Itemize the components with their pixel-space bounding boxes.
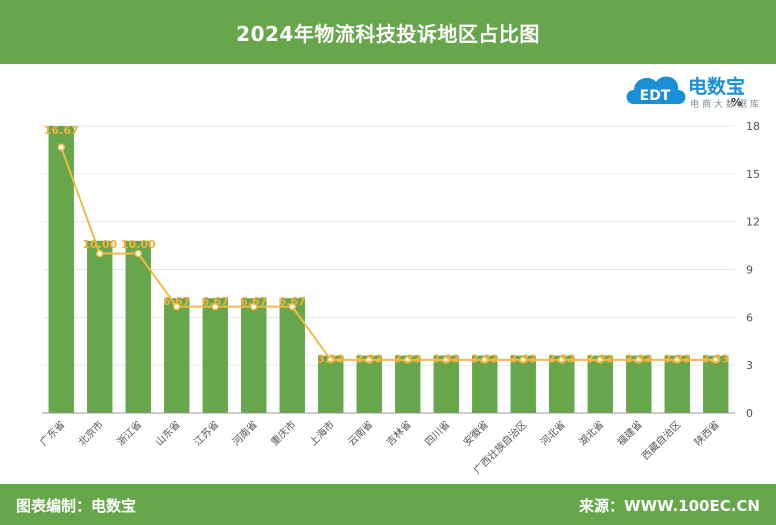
data-label: 3.33 bbox=[510, 353, 537, 366]
y-tick-label: 12 bbox=[746, 216, 760, 229]
x-tick-label: 重庆市 bbox=[268, 418, 298, 448]
data-label: 3.33 bbox=[317, 353, 344, 366]
x-tick-label: 江苏省 bbox=[191, 418, 221, 448]
bar bbox=[202, 298, 228, 413]
line-point bbox=[211, 302, 219, 311]
bar-layer bbox=[48, 126, 729, 413]
y-tick-label: 3 bbox=[746, 359, 753, 372]
data-label: 3.33 bbox=[702, 353, 729, 366]
x-tick-label: 云南省 bbox=[345, 418, 375, 448]
logo-subtitle: 电商大数据库 bbox=[690, 100, 763, 110]
footer-source: 来源：WWW.100EC.CN bbox=[579, 497, 760, 515]
x-tick-label: 福建省 bbox=[614, 418, 644, 448]
x-tick-label: 山东省 bbox=[152, 418, 182, 448]
data-label: 3.33 bbox=[471, 353, 498, 366]
line-point bbox=[519, 356, 527, 364]
line-point bbox=[481, 356, 489, 364]
label-layer: 16.67 10.00 10.00 6.67 6.67 6.67 6.67 3.33 3.33 3… bbox=[44, 124, 729, 366]
bar bbox=[549, 355, 575, 413]
data-label: 10.00 bbox=[82, 238, 117, 251]
logo-mark: EDT bbox=[640, 88, 671, 104]
data-label: 3.33 bbox=[394, 353, 421, 366]
bar bbox=[587, 355, 613, 413]
data-label: 3.33 bbox=[356, 353, 383, 366]
x-tick-label: 河南省 bbox=[229, 418, 259, 448]
footer-bar: 图表编制：电数宝 来源：WWW.100EC.CN bbox=[0, 484, 776, 525]
y-tick-label: 18 bbox=[746, 120, 760, 133]
x-tick-label: 四川省 bbox=[422, 418, 452, 448]
x-tick-label: 北京市 bbox=[75, 418, 105, 448]
brand-logo: EDT 电数宝 电商大数据库 bbox=[622, 66, 772, 112]
bar bbox=[510, 355, 536, 413]
x-tick-label: 湖北省 bbox=[576, 418, 606, 448]
line-point bbox=[365, 356, 373, 364]
line-point bbox=[712, 356, 720, 364]
bar bbox=[433, 355, 459, 413]
bar bbox=[48, 126, 74, 413]
x-tick-label: 陕西省 bbox=[691, 418, 721, 448]
data-label: 6.67 bbox=[202, 295, 229, 308]
data-label: 3.33 bbox=[587, 353, 614, 366]
logo-brand: 电数宝 bbox=[688, 76, 746, 98]
y-tick-label: 15 bbox=[746, 168, 760, 181]
bar bbox=[703, 355, 729, 413]
y-tick-label: 6 bbox=[746, 311, 753, 324]
x-tick-label: 安徽省 bbox=[460, 418, 490, 448]
cloud-icon: EDT bbox=[626, 76, 686, 104]
data-label: 3.33 bbox=[548, 353, 575, 366]
bar bbox=[318, 355, 344, 413]
line-point bbox=[327, 356, 335, 364]
y-tick-label: 9 bbox=[746, 264, 753, 277]
header-bar: 2024年物流科技投诉地区占比图 bbox=[0, 0, 776, 64]
x-tick-label: 吉林省 bbox=[383, 418, 413, 448]
line-point bbox=[173, 302, 181, 311]
line-point bbox=[288, 302, 296, 311]
data-label: 16.67 bbox=[44, 124, 79, 137]
data-label: 6.67 bbox=[163, 295, 190, 308]
x-tick-label: 西藏自治区 bbox=[639, 418, 684, 463]
line-point bbox=[96, 249, 104, 258]
bar bbox=[87, 240, 113, 413]
bar bbox=[664, 355, 690, 413]
bar bbox=[356, 355, 382, 413]
data-label: 3.33 bbox=[625, 353, 652, 366]
line-point bbox=[596, 356, 604, 364]
line-point bbox=[673, 356, 681, 364]
data-label: 3.33 bbox=[433, 353, 460, 366]
x-tick-label: 河北省 bbox=[537, 418, 567, 448]
footer-credit: 图表编制：电数宝 bbox=[16, 497, 137, 515]
line-point bbox=[635, 356, 643, 364]
chart-title: 2024年物流科技投诉地区占比图 bbox=[236, 21, 540, 46]
chart-area: 16.67 10.00 10.00 6.67 6.67 6.67 6.67 3.33 3.33 3… bbox=[0, 64, 776, 484]
bar bbox=[241, 298, 267, 413]
bar bbox=[472, 355, 498, 413]
chart-svg: 16.67 10.00 10.00 6.67 6.67 6.67 6.67 3.33 3.33 3… bbox=[37, 96, 760, 477]
data-label: 3.33 bbox=[664, 353, 691, 366]
line-point bbox=[404, 356, 412, 364]
series-line bbox=[60, 146, 716, 361]
x-tick-label: 浙江省 bbox=[114, 418, 144, 448]
line-point bbox=[250, 302, 258, 311]
data-label: 6.67 bbox=[279, 295, 306, 308]
data-label: 6.67 bbox=[240, 295, 267, 308]
line-point bbox=[558, 356, 566, 364]
bar bbox=[164, 298, 190, 413]
line-point bbox=[442, 356, 450, 364]
bar bbox=[279, 298, 305, 413]
x-tick-label: 广东省 bbox=[37, 418, 67, 448]
line-point bbox=[57, 143, 65, 151]
bar bbox=[626, 355, 652, 413]
grid-layer bbox=[42, 125, 735, 366]
y-axis-unit: % bbox=[731, 96, 742, 109]
bar bbox=[395, 355, 421, 413]
line-layer bbox=[57, 143, 720, 364]
data-label: 10.00 bbox=[121, 238, 156, 251]
y-tick-label: 0 bbox=[746, 407, 753, 420]
bar bbox=[125, 240, 151, 413]
x-tick-label: 上海市 bbox=[306, 418, 336, 448]
line-point bbox=[134, 249, 142, 258]
